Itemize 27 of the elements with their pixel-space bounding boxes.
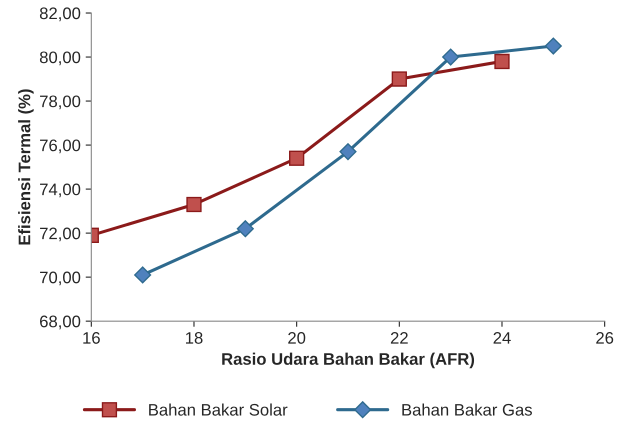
point xyxy=(236,220,254,238)
point xyxy=(289,150,304,166)
y-axis-title: Efisiensi Termal (%) xyxy=(18,89,34,245)
x-axis-title: Rasio Udara Bahan Bakar (AFR) xyxy=(222,352,474,368)
point xyxy=(186,196,202,212)
x-tick-label: 24 xyxy=(494,332,511,344)
x-tick-label: 20 xyxy=(288,332,306,344)
legend-label: Bahan Bakar Solar xyxy=(149,403,288,416)
y-tick-label: 70,00 xyxy=(40,272,80,286)
x-tick-label: 26 xyxy=(596,332,614,344)
y-tick-label: 74,00 xyxy=(40,184,80,198)
legend-label: Bahan Bakar Gas xyxy=(402,403,532,416)
point xyxy=(442,48,460,66)
x-tick-label: 22 xyxy=(390,332,408,344)
point xyxy=(544,37,562,55)
y-tick-label: 82,00 xyxy=(40,7,80,22)
y-tick-label: 78,00 xyxy=(40,95,80,110)
point xyxy=(392,71,407,87)
y-tick-label: 68,00 xyxy=(40,316,80,330)
point xyxy=(494,54,510,70)
point xyxy=(134,266,152,284)
x-tick-label: 18 xyxy=(186,332,203,344)
y-tick-label: 72,00 xyxy=(40,228,80,242)
x-tick-label: 16 xyxy=(83,332,100,344)
y-tick-label: 76,00 xyxy=(40,139,80,154)
y-tick-label: 80,00 xyxy=(40,51,80,66)
point xyxy=(339,143,357,160)
